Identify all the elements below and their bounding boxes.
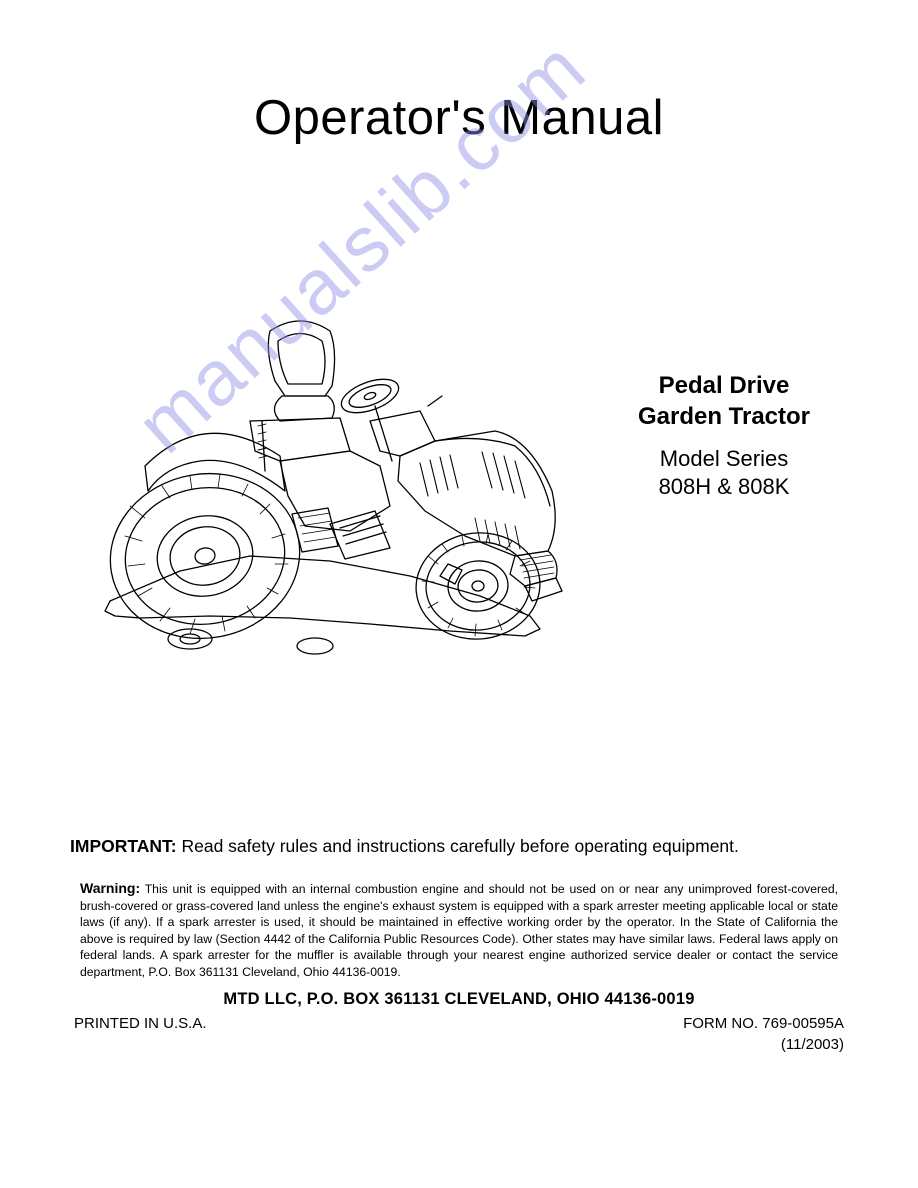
model-value: 808H & 808K (659, 474, 790, 499)
model-label: Model Series (660, 446, 788, 471)
important-text: Read safety rules and instructions caref… (181, 836, 738, 856)
footer-row: PRINTED IN U.S.A. FORM NO. 769-00595A (70, 1015, 848, 1032)
warning-notice: Warning: This unit is equipped with an i… (70, 879, 848, 980)
product-name-line2: Garden Tractor (638, 403, 810, 430)
company-address: MTD LLC, P.O. BOX 361131 CLEVELAND, OHIO… (70, 990, 848, 1009)
printed-in: PRINTED IN U.S.A. (74, 1015, 207, 1032)
document-title: Operator's Manual (70, 90, 848, 146)
product-section: Pedal Drive Garden Tractor Model Series … (70, 246, 848, 706)
form-number: FORM NO. 769-00595A (683, 1015, 844, 1032)
product-info: Pedal Drive Garden Tractor Model Series … (590, 370, 848, 502)
footer-date: (11/2003) (70, 1036, 848, 1053)
warning-text: This unit is equipped with an internal c… (80, 882, 838, 979)
important-notice: IMPORTANT: Read safety rules and instruc… (70, 836, 848, 857)
product-name-line1: Pedal Drive (659, 372, 790, 399)
tractor-illustration (70, 256, 590, 696)
warning-label: Warning: (80, 880, 140, 896)
model-series: Model Series 808H & 808K (600, 445, 848, 502)
manual-cover-page: Operator's Manual (0, 0, 918, 1188)
product-name: Pedal Drive Garden Tractor (600, 370, 848, 432)
important-label: IMPORTANT: (70, 836, 177, 856)
